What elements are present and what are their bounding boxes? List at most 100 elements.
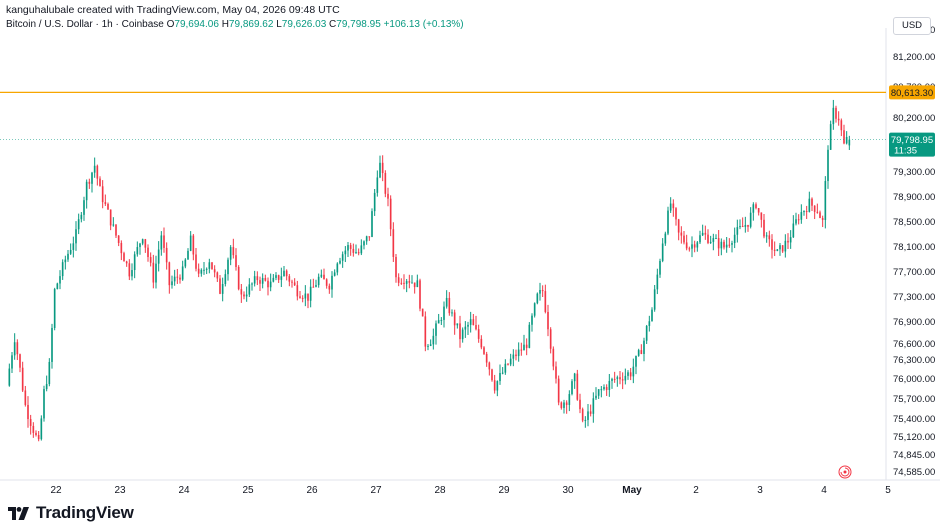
candle-body [651,309,653,322]
candle-body [760,212,763,220]
candle-body [485,353,488,363]
candle-body [387,193,389,199]
y-tick-label: 79,300.00 [893,167,935,178]
candle-body [635,355,637,367]
tradingview-brand[interactable]: TradingView [8,503,134,523]
candle-body [821,218,824,220]
y-tick-label: 76,000.00 [893,374,935,385]
low-value: 79,626.03 [281,19,327,30]
candle-body [216,272,219,279]
candle-body [536,293,539,304]
candle-body [435,323,437,336]
candle-body [715,238,717,240]
candle-body [579,399,581,410]
candle-body [256,276,259,281]
candle-body [147,247,149,258]
candle-body [64,259,67,263]
candle-body [125,261,128,264]
candle-body [317,276,320,286]
candle-body [781,245,784,252]
candle-body [808,198,811,212]
candle-body [261,278,264,284]
x-tick-label: 26 [306,485,318,496]
candle-body [549,329,552,349]
candle-body [611,378,613,381]
candle-body [725,244,728,248]
candle-body [544,291,547,312]
candle-body [707,234,709,243]
candle-body [221,284,224,294]
candle-body [803,211,805,213]
close-value: 79,798.95 [336,19,381,30]
candle-body [379,162,381,178]
candle-body [120,242,123,254]
candle-body [269,281,272,288]
y-tick-label: 76,300.00 [893,355,935,366]
candle-body [632,366,635,377]
candle-body [720,241,723,249]
candle-body [843,130,845,144]
candle-body [837,118,840,121]
candle-body [563,402,565,408]
candle-body [371,211,373,237]
candle-body [571,381,573,395]
candle-body [376,177,379,193]
currency-button[interactable]: USD [893,17,931,35]
candle-body [411,282,413,284]
candle-body [547,311,549,330]
candle-body [237,266,240,290]
candle-body [528,324,531,348]
candle-body [763,219,765,237]
candle-body [224,274,227,285]
candle-body [629,372,632,377]
candle-body [267,280,269,288]
candle-body [680,232,683,236]
x-tick-label: 4 [821,485,827,496]
low-label: L [276,19,282,30]
candle-body [747,224,749,227]
y-tick-label: 78,100.00 [893,242,935,253]
candle-body [541,289,544,292]
candle-body [443,306,445,320]
candle-body [451,312,453,314]
candle-body [661,243,664,261]
candle-body [155,263,157,283]
x-tick-label: 5 [885,485,891,496]
candle-body [264,278,267,281]
y-tick-label: 75,700.00 [893,394,935,405]
candle-body [243,294,245,297]
candle-body [712,238,715,242]
candle-body [240,289,243,295]
candle-body [189,235,192,251]
candle-body [752,204,755,213]
high-value: 79,869.62 [228,19,274,30]
candle-body [37,435,40,440]
candle-body [688,248,691,250]
candle-body [107,203,109,210]
candle-body [515,354,517,357]
candle-body [637,350,640,356]
candle-body [565,402,568,405]
event-marker-icon[interactable] [838,465,852,479]
candle-body [427,345,429,347]
candle-body [11,355,13,369]
candle-body [459,323,461,340]
candle-body [235,255,237,267]
candle-body [717,238,720,249]
candle-body [205,268,208,270]
candle-body [848,139,851,146]
candle-body [32,425,35,433]
candle-body [461,329,464,340]
candle-body [117,235,120,243]
candle-body [736,227,739,235]
candle-body [608,380,611,390]
y-tick-label: 76,900.00 [893,317,935,328]
candle-body [395,256,397,278]
candle-body [315,285,317,287]
candle-body [424,316,427,347]
x-tick-label: 23 [114,485,126,496]
candle-body [397,277,400,283]
candle-body [595,395,597,399]
candle-body [432,335,435,345]
